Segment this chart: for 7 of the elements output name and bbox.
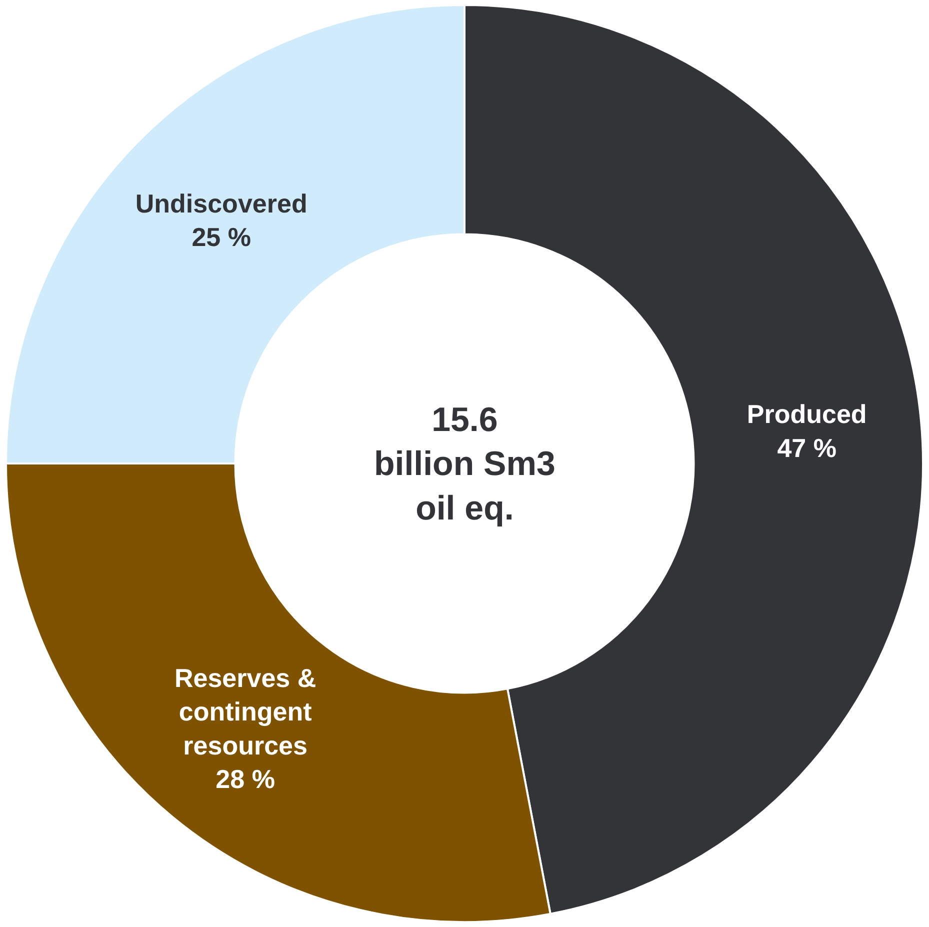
- data-label: 25 %: [192, 222, 251, 252]
- text: 15.6 billion Sm3 oil eq.: [374, 401, 556, 528]
- data-label: 47 %: [777, 433, 836, 464]
- slice-label: Reserves & contingent resources: [174, 662, 316, 760]
- data-label: 28 %: [216, 764, 275, 794]
- slice-label: Undiscovered: [135, 188, 308, 218]
- slice-label: Produced: [746, 399, 867, 430]
